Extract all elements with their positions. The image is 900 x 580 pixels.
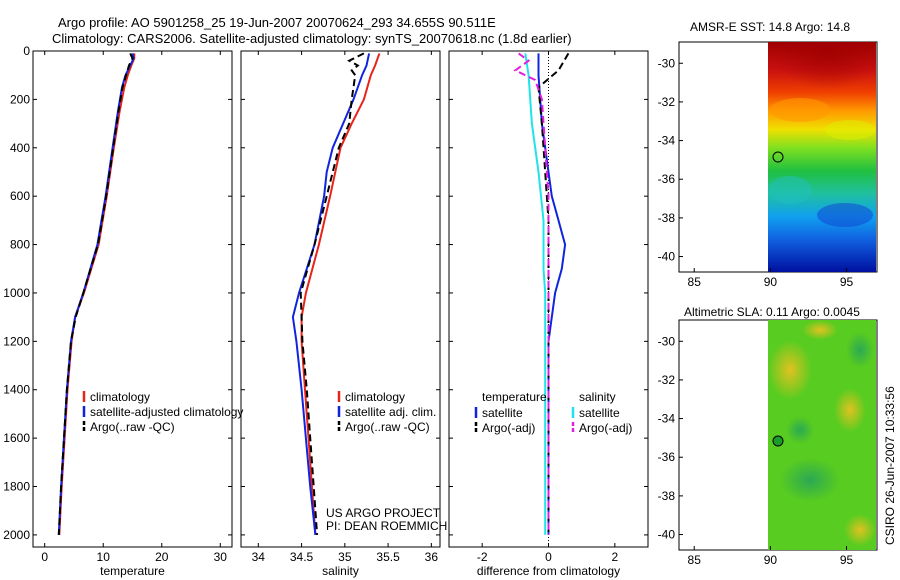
map-y-tick-label: -36 (658, 450, 676, 464)
map-y-tick-label: -34 (658, 134, 676, 148)
series-line-climatology (58, 53, 136, 535)
panel-temperature: 0 10 20 30 temperature 0 200 400 600 800 1000 1200 1… (3, 44, 243, 578)
legend-label: Argo(-adj) (579, 421, 632, 435)
x-tick-label: 35.5 (376, 550, 400, 564)
map-y-tick-label: -36 (658, 172, 676, 186)
series-line-salinity-satellite (524, 53, 547, 535)
legend-label: satellite adj. clim. (345, 405, 436, 419)
x-tick-label: 0 (41, 550, 48, 564)
panel-salinity: 34 34.5 35 35.5 36 salinity climatologysatelli… (241, 50, 440, 578)
x-tick-label: 34 (252, 550, 266, 564)
sst-map: AMSR-E SST: 14.8 Argo: 14.8 85 90 95 -30 -32… (658, 20, 878, 289)
y-tick-label: 0 (23, 44, 30, 58)
map-y-tick-label: -32 (658, 95, 676, 109)
map-x-tick-label: 90 (764, 275, 778, 289)
x-tick-label: 10 (97, 550, 111, 564)
series-line-temperature-satellite (537, 53, 567, 535)
series-line-salinity-argo-adj- (513, 52, 550, 535)
y-tick-label: 400 (10, 141, 30, 155)
map-y-tick-label: -40 (658, 250, 676, 264)
legend-label: Argo(..raw -QC) (90, 420, 175, 434)
y-tick-label: 1000 (3, 286, 30, 300)
map-x-tick-label: 85 (688, 553, 702, 567)
series-line-satellite-adj-clim- (291, 53, 371, 536)
legend-label: climatology (90, 390, 150, 404)
series-line-argo-raw-qc- (57, 52, 134, 535)
x-tick-label: -2 (477, 550, 488, 564)
map-x-tick-label: 85 (688, 275, 702, 289)
legend-label: satellite-adjusted climatology (90, 405, 243, 419)
map-y-tick-label: -30 (658, 334, 676, 348)
x-tick-label: 36 (425, 550, 439, 564)
x-tick-label: 2 (611, 550, 618, 564)
map-x-tick-label: 95 (840, 275, 854, 289)
y-tick-label: 800 (10, 238, 30, 252)
map-y-tick-label: -38 (658, 489, 676, 503)
series-line-satellite-adjusted-climatology (57, 53, 135, 535)
map-y-tick-label: -30 (658, 56, 676, 70)
y-tick-label: 1800 (3, 480, 30, 494)
map-x-tick-label: 95 (840, 553, 854, 567)
x-tick-label: 20 (155, 550, 169, 564)
x-axis-label: salinity (322, 564, 359, 578)
map-y-tick-label: -40 (658, 528, 676, 542)
project-line1: US ARGO PROJECT (326, 506, 441, 520)
temperature-panel-frame (32, 50, 233, 548)
x-tick-label: 35 (338, 550, 352, 564)
legend-label: satellite (482, 406, 523, 420)
map-y-tick-label: -32 (658, 373, 676, 387)
legend-label: climatology (345, 390, 405, 404)
x-tick-label: 34.5 (290, 550, 314, 564)
project-line2: PI: DEAN ROEMMICH (326, 519, 447, 533)
map-y-tick-label: -34 (658, 412, 676, 426)
y-tick-label: 1600 (3, 431, 30, 445)
y-tick-label: 600 (10, 189, 30, 203)
legend-group-title: salinity (579, 390, 616, 404)
x-tick-label: 30 (214, 550, 228, 564)
x-axis-label: temperature (100, 564, 165, 578)
sla-map-title: Altimetric SLA: 0.11 Argo: 0.0045 (684, 305, 860, 319)
side-stamp: CSIRO 26-Jun-2007 10:33:56 (883, 386, 897, 545)
figure-title-line2: Climatology: CARS2006. Satellite-adjuste… (52, 31, 572, 46)
legend-label: Argo(..raw -QC) (345, 420, 430, 434)
series-line-climatology (300, 53, 381, 535)
sst-argo-marker (772, 151, 784, 163)
sst-map-title: AMSR-E SST: 14.8 Argo: 14.8 (690, 20, 850, 34)
y-tick-label: 1200 (3, 334, 30, 348)
map-x-tick-label: 90 (764, 553, 778, 567)
y-tick-label: 1400 (3, 383, 30, 397)
sla-argo-marker (772, 435, 784, 447)
x-tick-label: 0 (545, 550, 552, 564)
y-tick-label: 2000 (3, 528, 30, 542)
legend-group-title: temperature (482, 390, 547, 404)
map-y-tick-label: -38 (658, 211, 676, 225)
legend-label: satellite (579, 406, 620, 420)
salinity-panel-frame (240, 50, 441, 548)
legend-label: Argo(-adj) (482, 421, 535, 435)
y-tick-label: 200 (10, 92, 30, 106)
x-axis-label: difference from climatology (477, 564, 620, 578)
sla-map: Altimetric SLA: 0.11 Argo: 0.0045 85 90 95… (658, 305, 878, 567)
figure-title-line1: Argo profile: AO 5901258_25 19-Jun-2007 … (58, 15, 496, 30)
